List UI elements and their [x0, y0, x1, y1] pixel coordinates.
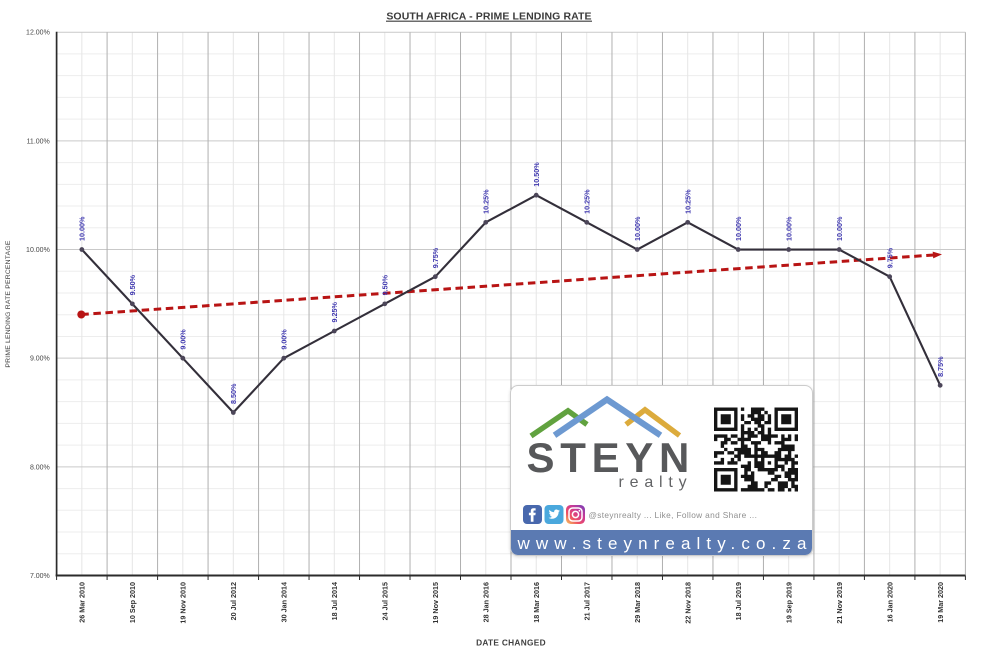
svg-text:9.50%: 9.50% — [380, 274, 389, 295]
svg-text:19 Nov 2015: 19 Nov 2015 — [431, 582, 440, 624]
svg-text:10.00%: 10.00% — [835, 216, 844, 241]
svg-text:26 Mar 2010: 26 Mar 2010 — [77, 582, 86, 623]
svg-text:10.25%: 10.25% — [683, 189, 692, 214]
svg-text:SOUTH AFRICA - PRIME LENDING R: SOUTH AFRICA - PRIME LENDING RATE — [386, 10, 591, 22]
svg-text:11.00%: 11.00% — [27, 138, 50, 145]
svg-text:10.25%: 10.25% — [582, 189, 591, 214]
svg-text:10.00%: 10.00% — [78, 216, 87, 241]
svg-text:8.00%: 8.00% — [30, 464, 50, 471]
svg-text:16 Jan 2020: 16 Jan 2020 — [885, 582, 894, 622]
svg-text:7.00%: 7.00% — [30, 573, 50, 580]
svg-text:24 Jul 2015: 24 Jul 2015 — [380, 582, 389, 620]
svg-text:30 Jan 2014: 30 Jan 2014 — [279, 582, 288, 622]
svg-text:10.00%: 10.00% — [784, 216, 793, 241]
svg-text:DATE CHANGED: DATE CHANGED — [476, 638, 546, 648]
svg-text:18 Jul 2019: 18 Jul 2019 — [734, 582, 743, 620]
svg-text:21 Jul 2017: 21 Jul 2017 — [582, 582, 591, 620]
svg-text:9.75%: 9.75% — [885, 247, 894, 268]
svg-text:9.00%: 9.00% — [179, 329, 188, 350]
svg-text:PRIME LENDING RATE PERCENTAGE: PRIME LENDING RATE PERCENTAGE — [5, 240, 12, 367]
svg-text:10 Sep 2010: 10 Sep 2010 — [128, 582, 137, 623]
svg-text:22 Nov 2018: 22 Nov 2018 — [683, 582, 692, 624]
svg-text:9.00%: 9.00% — [30, 356, 50, 363]
svg-text:29 Mar 2018: 29 Mar 2018 — [633, 582, 642, 623]
svg-text:10.50%: 10.50% — [532, 162, 541, 187]
svg-text:18 Mar 2016: 18 Mar 2016 — [532, 582, 541, 623]
svg-text:10.00%: 10.00% — [734, 216, 743, 241]
svg-text:19 Sep 2019: 19 Sep 2019 — [784, 582, 793, 623]
svg-text:19 Nov 2010: 19 Nov 2010 — [178, 582, 187, 624]
svg-text:21 Nov 2019: 21 Nov 2019 — [835, 582, 844, 624]
svg-text:9.00%: 9.00% — [280, 329, 289, 350]
svg-text:9.25%: 9.25% — [330, 302, 339, 323]
svg-text:20 Jul 2012: 20 Jul 2012 — [229, 582, 238, 620]
svg-text:10.00%: 10.00% — [633, 216, 642, 241]
svg-text:10.25%: 10.25% — [481, 189, 490, 214]
svg-text:8.75%: 8.75% — [936, 356, 945, 377]
svg-text:18 Jul 2014: 18 Jul 2014 — [330, 582, 339, 620]
svg-text:12.00%: 12.00% — [26, 30, 50, 37]
svg-text:9.50%: 9.50% — [128, 274, 137, 295]
svg-text:8.50%: 8.50% — [229, 383, 238, 404]
svg-text:28 Jan 2016: 28 Jan 2016 — [481, 582, 490, 622]
svg-text:9.75%: 9.75% — [431, 247, 440, 268]
svg-text:19 Mar 2020: 19 Mar 2020 — [936, 582, 945, 623]
svg-text:10.00%: 10.00% — [26, 247, 50, 254]
